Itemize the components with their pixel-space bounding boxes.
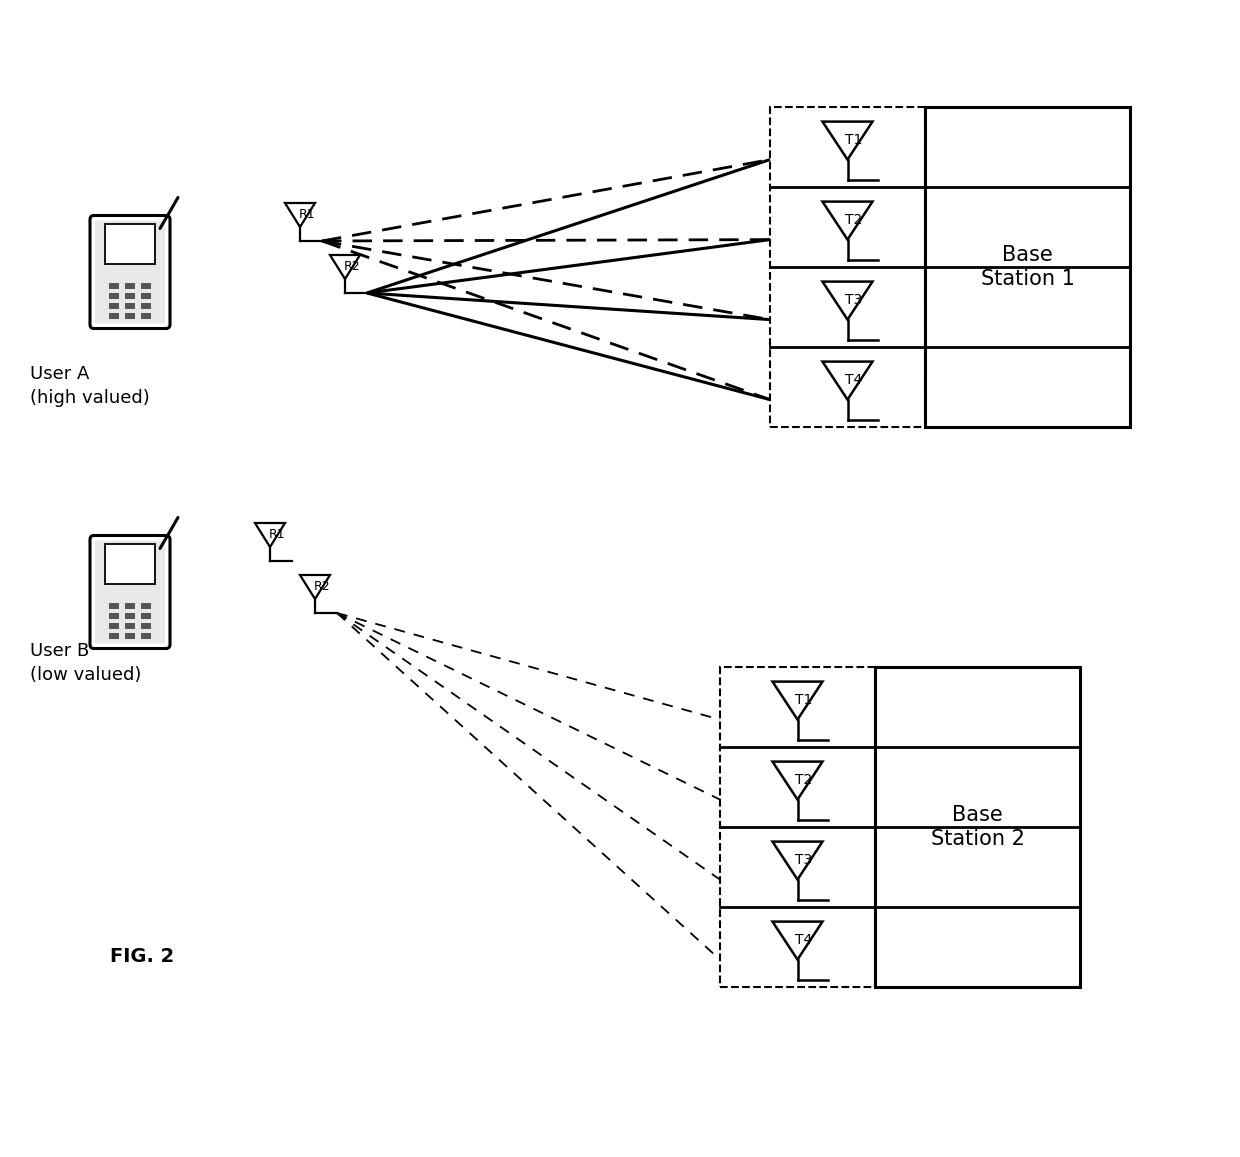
Bar [109,603,119,610]
Bar [720,666,875,987]
Bar [109,312,119,319]
Text: R2: R2 [314,580,330,594]
FancyBboxPatch shape [91,536,170,649]
Text: T2: T2 [795,773,812,787]
Bar [125,293,135,300]
Text: T1: T1 [844,133,862,147]
Bar [141,603,150,610]
Bar [141,312,150,319]
Text: Base
Station 1: Base Station 1 [981,245,1074,288]
Bar [141,283,150,289]
Text: T4: T4 [844,373,862,386]
FancyBboxPatch shape [91,215,170,329]
Bar [141,633,150,640]
Text: T1: T1 [795,693,812,707]
Text: Base
Station 2: Base Station 2 [930,805,1024,848]
Text: T4: T4 [795,933,812,946]
Bar [125,613,135,619]
Bar [141,303,150,309]
Bar [109,633,119,640]
Bar [875,666,1080,987]
Bar [125,633,135,640]
Bar [109,303,119,309]
Bar [105,544,155,583]
Text: T3: T3 [844,293,862,307]
Bar [141,293,150,300]
Text: User B
(low valued): User B (low valued) [30,642,141,684]
Bar [109,293,119,300]
Bar [141,613,150,619]
Bar [105,223,155,264]
Text: User A
(high valued): User A (high valued) [30,364,150,406]
Text: R2: R2 [343,260,361,273]
Text: R1: R1 [299,208,315,221]
Bar [125,283,135,289]
Bar [770,106,925,427]
Bar [141,622,150,629]
Bar [109,613,119,619]
FancyBboxPatch shape [95,540,165,643]
Bar [109,283,119,289]
Bar [109,622,119,629]
Bar [125,303,135,309]
Bar [125,603,135,610]
Bar [125,312,135,319]
Text: T3: T3 [795,853,812,867]
Text: R1: R1 [269,528,285,541]
Text: T2: T2 [844,213,862,227]
FancyBboxPatch shape [95,221,165,324]
Bar [925,106,1130,427]
Text: FIG. 2: FIG. 2 [110,946,175,966]
Bar [125,622,135,629]
